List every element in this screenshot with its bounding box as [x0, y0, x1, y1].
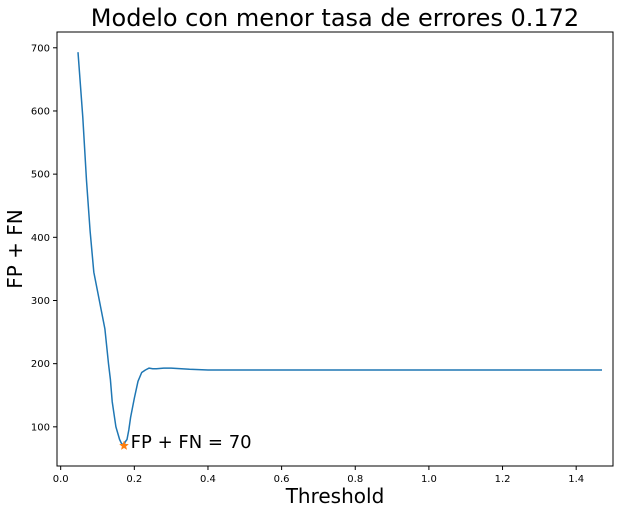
- y-tick-label: 100: [31, 422, 50, 433]
- y-tick-label: 200: [31, 359, 50, 370]
- x-tick-label: 0.8: [347, 474, 363, 485]
- series-line: [77, 52, 602, 447]
- x-tick-label: 0.0: [53, 474, 69, 485]
- x-tick-label: 1.2: [495, 474, 511, 485]
- axes-frame: [56, 31, 614, 467]
- plot-area: 0.0 0.2 0.4 0.6 0.8 1.0 1.2 1.4 100 200 300 400 500 6…: [31, 43, 602, 485]
- x-tick-label: 1.0: [421, 474, 437, 485]
- y-axis-label: FP + FN: [3, 209, 27, 289]
- y-tick-label: 600: [31, 106, 50, 117]
- minimum-annotation: FP + FN = 70: [131, 432, 252, 453]
- minimum-star-marker: [119, 440, 129, 450]
- chart-title: Modelo con menor tasa de errores 0.172: [91, 4, 579, 32]
- y-tick-label: 700: [31, 43, 50, 54]
- x-tick-label: 0.2: [126, 474, 142, 485]
- y-tick-label: 300: [31, 296, 50, 307]
- x-tick-label: 0.4: [200, 474, 216, 485]
- x-tick-label: 0.6: [274, 474, 290, 485]
- y-tick-label: 500: [31, 170, 50, 181]
- x-tick-label: 1.4: [568, 474, 584, 485]
- x-axis-label: Threshold: [285, 484, 385, 508]
- y-tick-label: 400: [31, 233, 50, 244]
